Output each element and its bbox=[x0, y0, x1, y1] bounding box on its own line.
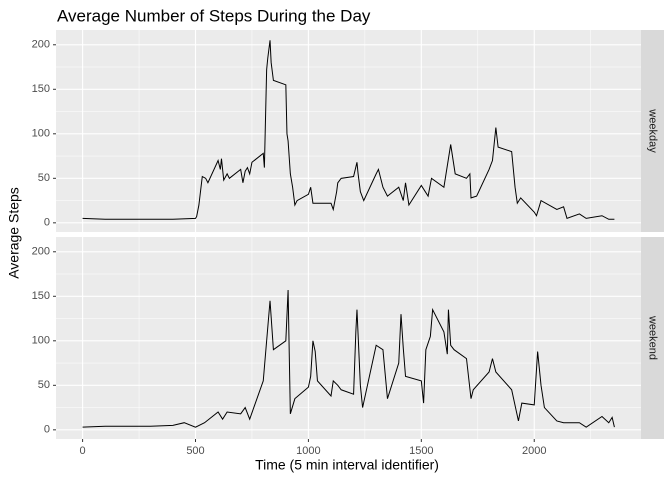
y-tick-label: 50 bbox=[38, 172, 50, 184]
line bbox=[82, 40, 615, 220]
y-tick-label: 0 bbox=[44, 424, 50, 436]
x-axis-label: Time (5 min interval identifier) bbox=[255, 457, 439, 473]
chart-title: Average Number of Steps During the Day bbox=[57, 6, 371, 25]
x-tick-label: 500 bbox=[186, 445, 204, 457]
facet-label: weekend bbox=[647, 315, 659, 360]
facet-strip bbox=[641, 30, 664, 232]
y-tick-label: 150 bbox=[32, 83, 50, 95]
line bbox=[82, 290, 615, 428]
y-tick-label: 100 bbox=[32, 128, 50, 140]
facet-label: weekday bbox=[647, 108, 659, 153]
y-tick-label: 50 bbox=[38, 379, 50, 391]
panel bbox=[56, 30, 641, 232]
y-tick-label: 150 bbox=[32, 290, 50, 302]
x-tick-label: 0 bbox=[80, 445, 86, 457]
y-tick-label: 0 bbox=[44, 217, 50, 229]
panel bbox=[56, 237, 641, 439]
y-tick-label: 200 bbox=[32, 39, 50, 51]
x-tick-label: 2000 bbox=[522, 445, 546, 457]
y-tick-label: 200 bbox=[32, 246, 50, 258]
x-tick-label: 1000 bbox=[296, 445, 320, 457]
y-axis-label: Average Steps bbox=[6, 187, 22, 279]
y-tick-label: 100 bbox=[32, 335, 50, 347]
facet-strip bbox=[641, 237, 664, 439]
x-tick-label: 1500 bbox=[409, 445, 433, 457]
